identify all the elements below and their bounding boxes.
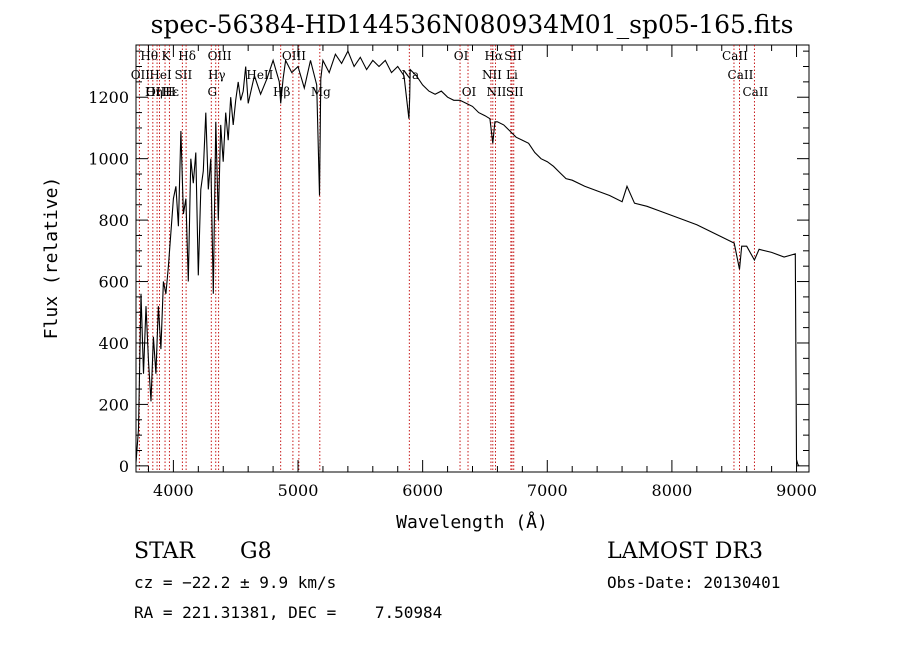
x-axis-label: Wavelength (Å) xyxy=(396,511,548,533)
line-label: OIII xyxy=(208,49,232,63)
x-tick-label: 4000 xyxy=(153,481,194,500)
line-label: OIII xyxy=(146,85,170,99)
x-tick-label: 5000 xyxy=(278,481,319,500)
y-tick-label: 0 xyxy=(119,457,129,476)
line-label: Hα xyxy=(485,49,504,63)
x-tick-label: 7000 xyxy=(527,481,568,500)
line-label: CaII xyxy=(728,68,754,82)
line-label: NII xyxy=(486,85,506,99)
x-tick-label: 9000 xyxy=(776,481,817,500)
spectrum-line xyxy=(135,49,800,467)
y-tick-label: 800 xyxy=(98,211,129,230)
line-label: OII xyxy=(131,68,151,82)
line-label: Hγ xyxy=(208,68,226,82)
x-tick-label: 8000 xyxy=(652,481,693,500)
line-label: OI xyxy=(462,85,477,99)
y-tick-label: 200 xyxy=(98,395,129,414)
spectral-line-markers xyxy=(138,45,755,472)
line-label: Hε xyxy=(162,85,179,99)
line-label: G xyxy=(207,85,217,99)
line-label: Hθ xyxy=(140,49,158,63)
line-label: OIII xyxy=(282,49,306,63)
spectral-subclass: G8 xyxy=(240,539,272,564)
line-label: K xyxy=(162,49,172,63)
spectral-line-labels: HθOIIOIIIHεKHeIHηHδSIIHOIIIHγGOIIIHeIIHβ… xyxy=(131,49,769,99)
line-label: NII xyxy=(482,68,502,82)
chart-title: spec-56384-HD144536N080934M01_sp05-165.f… xyxy=(151,10,794,39)
line-label: SII xyxy=(506,85,524,99)
y-tick-label: 600 xyxy=(98,273,129,292)
x-tick-label: 6000 xyxy=(402,481,443,500)
line-label: Hδ xyxy=(178,49,196,63)
line-label: SII xyxy=(504,49,522,63)
redshift-cz: cz = −22.2 ± 9.9 km/s xyxy=(134,573,337,592)
line-label: H xyxy=(165,85,175,99)
plot-frame xyxy=(135,44,810,473)
line-label: CaII xyxy=(742,85,768,99)
y-axis-label: Flux (relative) xyxy=(41,177,62,340)
line-label: Li xyxy=(506,68,518,82)
object-type: STAR xyxy=(134,539,195,564)
axis-ticks: 4000 5000 6000 7000 8000 9000 0 200 400 600 800 100… xyxy=(88,45,817,500)
line-label: HeI xyxy=(149,68,172,82)
y-tick-label: 400 xyxy=(98,334,129,353)
survey-name: LAMOST DR3 xyxy=(607,539,763,564)
line-label: Hη xyxy=(145,85,163,99)
ra-dec: RA = 221.31381, DEC = 7.50984 xyxy=(134,603,443,622)
line-label: SII xyxy=(175,68,193,82)
line-label: CaII xyxy=(722,49,748,63)
y-tick-label: 1000 xyxy=(88,150,129,169)
observation-date: Obs-Date: 20130401 xyxy=(607,573,781,592)
y-tick-label: 1200 xyxy=(88,88,129,107)
line-label: OI xyxy=(454,49,469,63)
